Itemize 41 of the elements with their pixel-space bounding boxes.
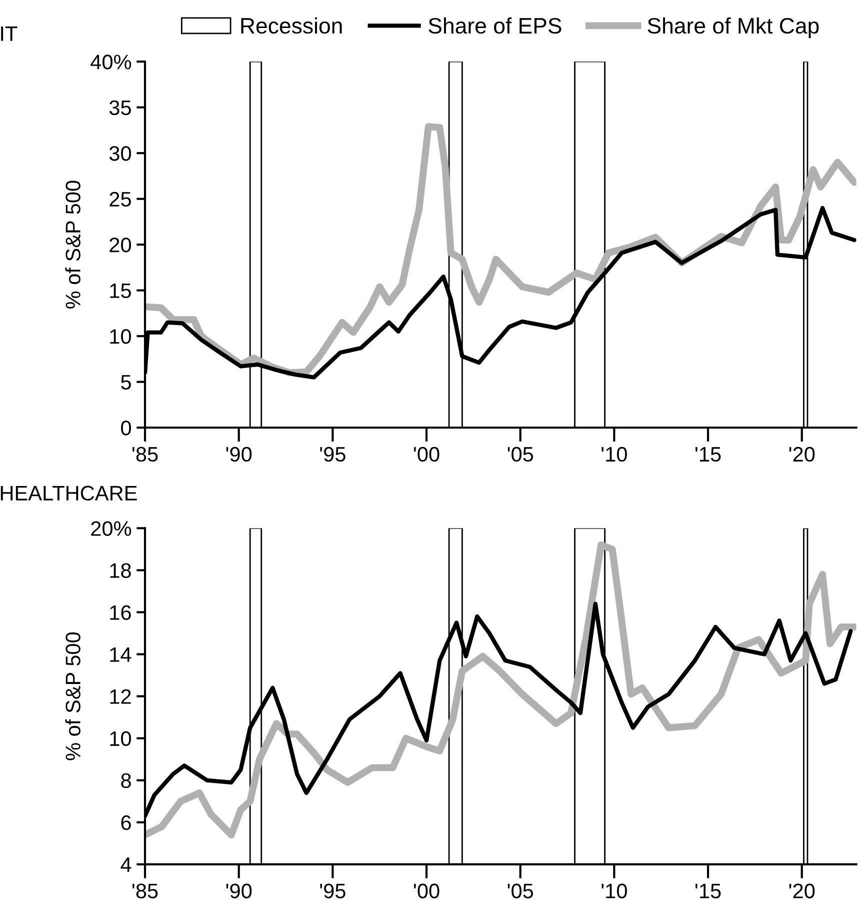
x-tick-label: '00 [414,446,440,462]
y-tick-label: 0 [121,420,131,436]
x-tick-label: '15 [696,447,721,462]
y-tick-label: 25 [110,192,131,207]
legend-label: Recession [241,17,342,34]
x-tick-label: '90 [226,446,252,462]
x-tick-label: '90 [226,884,252,898]
y-tick-label: 15 [110,284,131,298]
legend-label: Share of EPS [428,17,562,34]
y-tick-label: 16 [110,605,131,620]
x-tick-label: '15 [696,884,721,898]
y-tick-label: 14 [110,647,132,662]
y-tick-label: 18 [110,563,131,578]
y-tick-label: 35 [109,100,131,116]
x-tick-label: '10 [602,446,627,462]
chart-title: IT [1,26,18,41]
y-tick-label: 20 [110,238,131,252]
x-tick-label: '10 [602,884,627,898]
y-axis-title: % of S&P 500 [65,632,80,760]
x-tick-label: '05 [508,446,534,462]
y-tick-label: 10 [110,731,131,746]
x-tick-label: '85 [132,446,158,462]
x-tick-label: '20 [789,884,815,898]
x-tick-label: '00 [414,884,440,898]
x-tick-label: '20 [789,446,815,462]
x-tick-label: '95 [320,446,346,462]
y-tick-label: 6 [121,815,131,830]
y-tick-label: 5 [121,375,131,390]
x-tick-label: '05 [508,884,534,898]
y-tick-label: 10 [110,329,131,344]
chart-title: HEALTHCARE [0,486,137,501]
y-tick-label: 4 [120,858,132,872]
y-tick-label: 8 [121,773,131,788]
y-tick-label: 20% [91,521,132,536]
x-tick-label: '85 [132,884,158,898]
y-axis-title: % of S&P 500 [65,180,80,309]
y-tick-label: 40% [90,54,132,70]
legend-label: Share of Mkt Cap [648,17,819,38]
x-tick-label: '95 [320,884,346,898]
y-tick-label: 12 [110,689,131,704]
y-tick-label: 30 [109,146,131,161]
